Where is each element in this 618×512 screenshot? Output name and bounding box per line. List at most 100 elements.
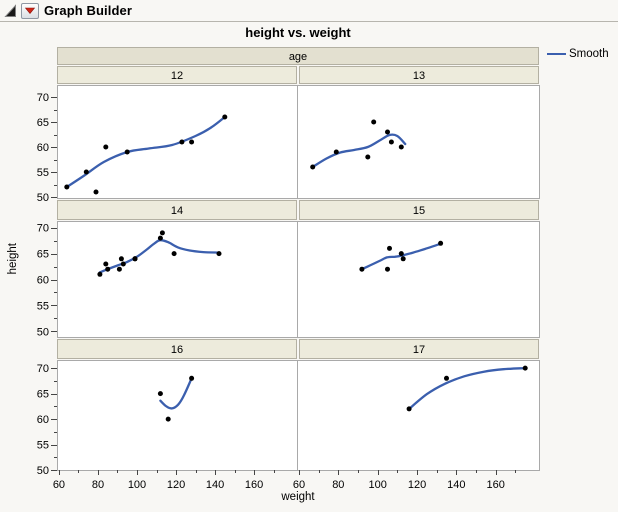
data-point-age-16[interactable]: [157, 391, 163, 397]
data-point-age-14[interactable]: [118, 256, 124, 262]
y-tick-label: 70: [37, 92, 49, 104]
data-point-age-14[interactable]: [159, 230, 165, 236]
data-point-age-14[interactable]: [103, 261, 109, 267]
data-point-age-13[interactable]: [398, 144, 404, 150]
x-tick-label: 60: [53, 479, 65, 491]
panel-age-17[interactable]: [297, 360, 540, 471]
facet-variable-band[interactable]: [57, 47, 539, 65]
smooth-line-age-13: [311, 133, 407, 169]
panel-age-16[interactable]: [57, 360, 298, 471]
data-point-age-12[interactable]: [179, 139, 185, 145]
y-tick-label: 50: [37, 326, 49, 338]
y-tick-label: 60: [37, 142, 49, 154]
data-point-age-15[interactable]: [398, 251, 404, 257]
y-tick-label: 55: [37, 167, 49, 179]
data-point-age-12[interactable]: [93, 189, 99, 195]
report-title: Graph Builder: [44, 3, 132, 18]
data-point-age-12[interactable]: [189, 139, 195, 145]
red-triangle-menu-button[interactable]: [21, 0, 40, 22]
facet-cell-age-14[interactable]: [57, 200, 297, 220]
legend-label: Smooth: [569, 48, 609, 60]
data-point-age-12[interactable]: [222, 114, 228, 120]
data-point-age-13[interactable]: [371, 119, 377, 125]
data-point-age-14[interactable]: [171, 251, 177, 257]
disclosure-triangle-icon[interactable]: [3, 0, 17, 22]
y-tick-label: 65: [37, 389, 49, 401]
x-tick-label: 100: [128, 479, 146, 491]
y-tick-label: 55: [37, 440, 49, 452]
x-tick-label: 140: [447, 479, 465, 491]
data-point-age-16[interactable]: [165, 416, 171, 422]
data-point-age-15[interactable]: [359, 266, 365, 272]
facet-cell-age-15[interactable]: [299, 200, 539, 220]
y-tick-label: 60: [37, 414, 49, 426]
data-point-age-17[interactable]: [406, 406, 412, 412]
facet-label-age-12: 12: [171, 70, 183, 82]
y-tick-label: 50: [37, 192, 49, 204]
smooth-line-age-14: [98, 239, 221, 274]
legend[interactable]: Smooth: [547, 48, 609, 60]
panel-age-15[interactable]: [297, 221, 540, 338]
x-tick-label: 100: [368, 479, 386, 491]
data-point-age-12[interactable]: [64, 184, 70, 190]
x-tick-label: 140: [206, 479, 224, 491]
data-point-age-13[interactable]: [388, 139, 394, 145]
data-point-age-13[interactable]: [333, 149, 339, 155]
chart-title: height vs. weight: [245, 25, 351, 40]
x-tick-label: 160: [487, 479, 505, 491]
data-point-age-14[interactable]: [116, 266, 122, 272]
x-axis-title: weight: [281, 491, 315, 503]
data-point-age-13[interactable]: [310, 164, 316, 170]
x-tick-label: 60: [293, 479, 305, 491]
facet-label-age-14: 14: [171, 205, 183, 217]
data-point-age-12[interactable]: [124, 149, 130, 155]
smooth-line-age-16: [159, 377, 193, 410]
panel-age-14[interactable]: [57, 221, 298, 338]
y-tick-label: 70: [37, 223, 49, 235]
facet-label-age-13: 13: [413, 70, 425, 82]
data-point-age-13[interactable]: [385, 129, 390, 135]
data-point-age-12[interactable]: [83, 169, 89, 175]
facet-cell-age-16[interactable]: [57, 339, 297, 359]
facet-cell-age-17[interactable]: [299, 339, 539, 359]
x-tick-label: 80: [92, 479, 104, 491]
legend-smooth-line-swatch: [547, 53, 566, 55]
smooth-line-age-17: [407, 366, 527, 411]
x-tick-label: 120: [408, 479, 426, 491]
data-point-age-16[interactable]: [189, 375, 195, 381]
facet-cell-age-12[interactable]: [57, 66, 297, 84]
smooth-line-age-12: [65, 115, 226, 189]
y-tick-label: 70: [37, 363, 49, 375]
x-tick-label: 80: [332, 479, 344, 491]
data-point-age-15[interactable]: [400, 256, 406, 262]
data-point-age-17[interactable]: [444, 375, 449, 381]
data-point-age-15[interactable]: [438, 240, 444, 246]
panel-age-13[interactable]: [297, 85, 540, 199]
red-triangle-icon: [24, 7, 36, 14]
x-tick-label: 160: [245, 479, 263, 491]
facet-cell-age-13[interactable]: [299, 66, 539, 84]
panel-age-12[interactable]: [57, 85, 298, 199]
data-point-age-13[interactable]: [365, 154, 371, 160]
data-point-age-14[interactable]: [216, 251, 222, 257]
data-point-age-14[interactable]: [157, 235, 163, 241]
y-tick-label: 65: [37, 117, 49, 129]
report-header: Graph Builder: [0, 0, 618, 22]
y-tick-label: 65: [37, 249, 49, 261]
data-point-age-14[interactable]: [105, 266, 111, 272]
data-point-age-14[interactable]: [120, 261, 126, 267]
data-point-age-14[interactable]: [97, 271, 103, 277]
data-point-age-15[interactable]: [387, 245, 392, 251]
data-point-age-14[interactable]: [132, 256, 138, 262]
y-tick-label: 50: [37, 465, 49, 477]
y-tick-label: 55: [37, 300, 49, 312]
facet-label-age-15: 15: [413, 205, 425, 217]
facet-label-age-17: 17: [413, 344, 425, 356]
data-point-age-15[interactable]: [385, 266, 390, 272]
data-point-age-17[interactable]: [522, 365, 528, 371]
y-tick-label: 60: [37, 275, 49, 287]
facet-label-age-16: 16: [171, 344, 183, 356]
data-point-age-12[interactable]: [103, 144, 109, 150]
x-tick-label: 120: [167, 479, 185, 491]
